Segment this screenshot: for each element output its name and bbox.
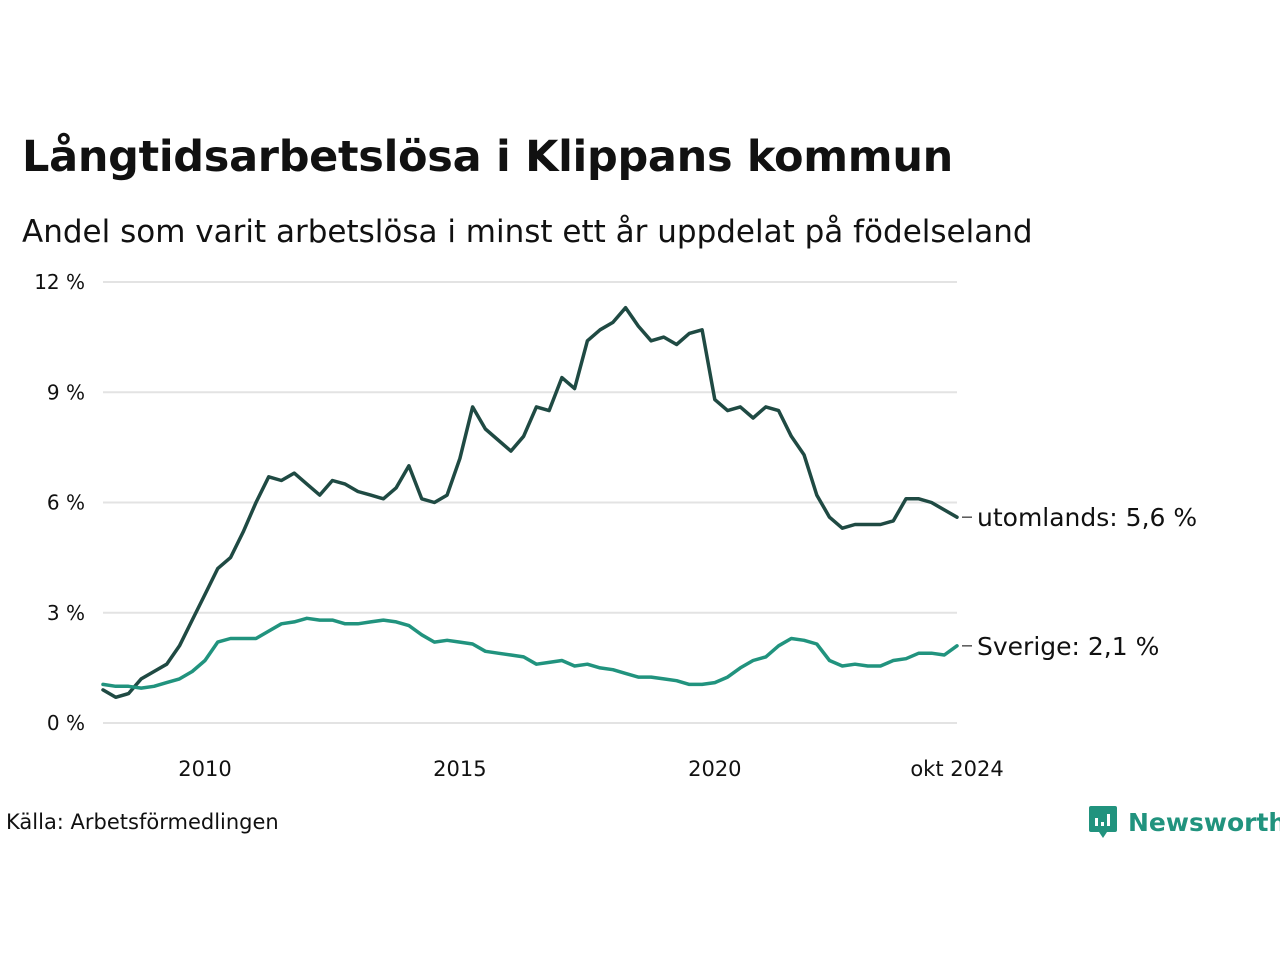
y-tick-label: 12 % (34, 270, 85, 294)
newsworthy-logo-icon (1089, 806, 1117, 838)
series-line-sverige (101, 616, 959, 690)
newsworthy-logo-text: Newsworthy (1128, 807, 1280, 837)
y-tick-label: 6 % (47, 491, 85, 515)
series-end-labels: utomlands: 5,6 % Sverige: 2,1 % (962, 503, 1197, 661)
source-note: Källa: Arbetsförmedlingen (6, 810, 279, 834)
newsworthy-logo: Newsworthy (1088, 804, 1280, 840)
gridlines (103, 281, 957, 724)
y-tick-label: 9 % (47, 380, 85, 404)
series-end-label-utomlands: utomlands: 5,6 % (977, 503, 1197, 532)
chart-title: Långtidsarbetslösa i Klippans kommun (22, 132, 953, 182)
y-tick-label: 3 % (47, 601, 85, 625)
chart-subtitle: Andel som varit arbetslösa i minst ett å… (22, 214, 1033, 250)
series-line-utomlands (101, 305, 959, 700)
y-tick-label: 0 % (47, 711, 85, 735)
y-axis-tick-labels: 0 % 3 % 6 % 9 % 12 % (34, 270, 85, 735)
series-end-label-sverige: Sverige: 2,1 % (977, 632, 1159, 661)
x-tick-label: 2020 (688, 757, 741, 781)
x-tick-label: 2015 (433, 757, 486, 781)
x-axis-tick-labels: 2010 2015 2020 okt 2024 (178, 757, 1003, 781)
x-tick-label: okt 2024 (910, 757, 1003, 781)
series-lines (101, 305, 959, 700)
x-tick-label: 2010 (178, 757, 231, 781)
